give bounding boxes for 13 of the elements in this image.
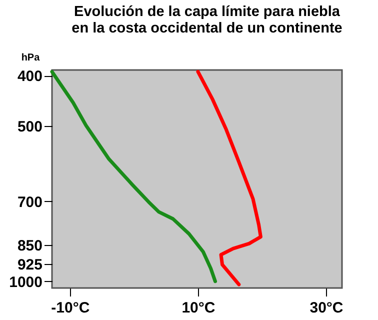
y-tick-label: 700 xyxy=(17,194,42,211)
x-tick-label: 30°C xyxy=(310,300,344,316)
y-tick-label: 1000 xyxy=(9,274,42,291)
x-tick-label: -10°C xyxy=(51,300,90,316)
y-tick-label: 850 xyxy=(17,237,42,254)
y-tick-label: 400 xyxy=(17,68,42,86)
y-tick-label: 925 xyxy=(17,256,42,274)
chart-title: Evolución de la capa límite para niebla en la costa occidental de un continente xyxy=(72,4,342,36)
y-axis-title: hPa xyxy=(21,52,40,64)
y-tick-label: 500 xyxy=(17,118,42,136)
line-series xyxy=(196,70,262,286)
x-tick-label: 10°C xyxy=(182,300,216,316)
line-series xyxy=(50,70,217,284)
